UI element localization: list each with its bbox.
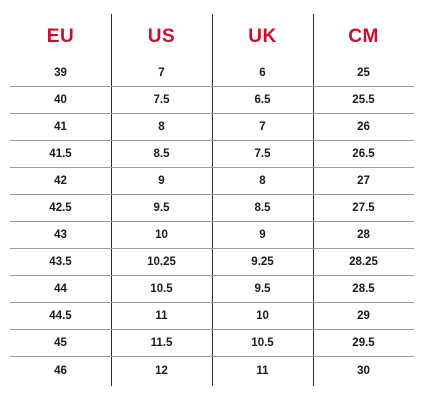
cell-us: 11 <box>155 310 168 322</box>
cell-uk: 10.5 <box>251 337 274 349</box>
cell-uk: 9.25 <box>251 256 274 268</box>
table-body: 39 7 6 25 40 7.5 6.5 25.5 41 8 7 26 41.5 8.5 7.5 26.5 42… <box>10 60 414 384</box>
column-divider-1 <box>111 14 112 386</box>
cell-uk: 10 <box>256 310 269 322</box>
table-row: 41.5 8.5 7.5 26.5 <box>10 141 414 168</box>
cell-us: 7 <box>158 67 165 79</box>
cell-eu: 44.5 <box>49 310 72 322</box>
cell-us: 8 <box>158 121 165 133</box>
cell-cm: 30 <box>357 364 370 377</box>
cell-eu: 43 <box>54 229 67 241</box>
cell-us: 12 <box>155 364 168 377</box>
cell-cm: 26.5 <box>352 148 375 160</box>
cell-cm: 25.5 <box>352 94 375 106</box>
table-row: 43 10 9 28 <box>10 222 414 249</box>
size-chart-table: EU US UK CM 39 7 6 25 40 7.5 6.5 25.5 41 8 7 26 41.5… <box>10 22 414 384</box>
cell-us: 10.25 <box>147 256 176 268</box>
table-row: 45 11.5 10.5 29.5 <box>10 330 414 357</box>
header-row: EU US UK CM <box>10 22 414 52</box>
header-cm: CM <box>348 26 379 47</box>
cell-eu: 41 <box>54 121 67 133</box>
cell-cm: 25 <box>357 67 370 79</box>
cell-cm: 27.5 <box>352 202 375 214</box>
cell-eu: 43.5 <box>49 256 72 268</box>
cell-us: 10 <box>155 229 168 241</box>
table-row: 41 8 7 26 <box>10 114 414 141</box>
table-row: 40 7.5 6.5 25.5 <box>10 87 414 114</box>
cell-uk: 11 <box>256 364 269 377</box>
header-eu: EU <box>46 26 75 47</box>
cell-uk: 8.5 <box>254 202 271 214</box>
cell-uk: 9.5 <box>254 283 271 295</box>
cell-eu: 44 <box>54 283 67 295</box>
cell-eu: 42.5 <box>49 202 72 214</box>
cell-us: 10.5 <box>150 283 173 295</box>
cell-eu: 40 <box>54 94 67 106</box>
table-row: 43.5 10.25 9.25 28.25 <box>10 249 414 276</box>
column-divider-3 <box>313 14 314 386</box>
table-row: 44.5 11 10 29 <box>10 303 414 330</box>
cell-us: 7.5 <box>153 94 170 106</box>
table-row: 42 9 8 27 <box>10 168 414 195</box>
cell-eu: 39 <box>54 67 67 79</box>
table-row: 39 7 6 25 <box>10 60 414 87</box>
header-uk: UK <box>248 26 277 47</box>
table-row: 42.5 9.5 8.5 27.5 <box>10 195 414 222</box>
cell-cm: 28.25 <box>349 256 378 268</box>
cell-cm: 27 <box>357 175 370 187</box>
cell-uk: 7.5 <box>254 148 271 160</box>
cell-uk: 7 <box>259 121 266 133</box>
column-divider-2 <box>212 14 213 386</box>
cell-us: 9.5 <box>153 202 170 214</box>
table-row: 44 10.5 9.5 28.5 <box>10 276 414 303</box>
cell-cm: 29 <box>357 310 370 322</box>
cell-uk: 9 <box>259 229 266 241</box>
cell-eu: 46 <box>54 364 67 377</box>
cell-uk: 6.5 <box>254 94 271 106</box>
cell-eu: 42 <box>54 175 67 187</box>
cell-us: 9 <box>158 175 165 187</box>
cell-cm: 28.5 <box>352 283 375 295</box>
cell-cm: 26 <box>357 121 370 133</box>
cell-uk: 8 <box>259 175 266 187</box>
table-row: 46 12 11 30 <box>10 357 414 384</box>
cell-eu: 41.5 <box>49 148 72 160</box>
cell-cm: 28 <box>357 229 370 241</box>
cell-us: 8.5 <box>153 148 170 160</box>
cell-eu: 45 <box>54 337 67 349</box>
cell-uk: 6 <box>259 67 266 79</box>
header-us: US <box>147 26 176 47</box>
cell-cm: 29.5 <box>352 337 375 349</box>
cell-us: 11.5 <box>150 337 173 349</box>
